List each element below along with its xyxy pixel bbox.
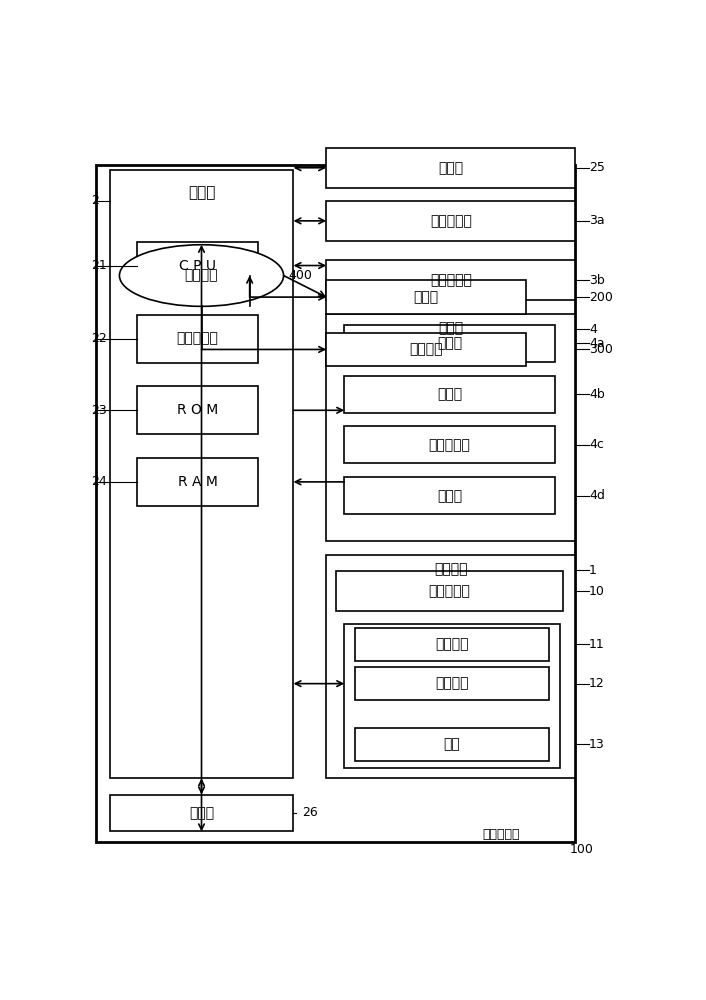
Bar — [345, 376, 555, 413]
Text: 10: 10 — [589, 585, 605, 598]
Text: 23: 23 — [91, 404, 107, 417]
Text: 4c: 4c — [589, 438, 604, 451]
Text: 26: 26 — [301, 806, 318, 820]
Text: 定影部: 定影部 — [437, 489, 462, 503]
Text: 21: 21 — [91, 259, 107, 272]
Bar — [110, 795, 294, 831]
Text: 原稿输送部: 原稿输送部 — [430, 214, 472, 228]
Text: 控制部: 控制部 — [188, 186, 215, 201]
Text: 传真装置: 传真装置 — [409, 342, 443, 356]
Bar — [335, 571, 563, 611]
Text: 12: 12 — [589, 677, 604, 690]
Bar — [326, 314, 575, 541]
Ellipse shape — [119, 245, 284, 306]
Text: 输送部: 输送部 — [437, 387, 462, 401]
Bar — [354, 728, 549, 761]
Text: 操作面板: 操作面板 — [434, 562, 467, 576]
Text: 13: 13 — [589, 738, 604, 751]
Bar — [138, 315, 258, 363]
Text: 11: 11 — [589, 638, 604, 651]
Text: 22: 22 — [91, 332, 107, 345]
Text: 300: 300 — [589, 343, 613, 356]
Text: 面板控制部: 面板控制部 — [428, 584, 470, 598]
Bar — [326, 201, 575, 241]
Text: 4: 4 — [589, 323, 597, 336]
Bar — [345, 624, 561, 768]
Text: 显示面板: 显示面板 — [435, 637, 469, 651]
Text: 4a: 4a — [589, 337, 604, 350]
Bar — [138, 242, 258, 289]
Text: 印刷部: 印刷部 — [438, 321, 463, 335]
Text: 1: 1 — [589, 564, 597, 577]
Text: 200: 200 — [589, 291, 613, 304]
Text: 3b: 3b — [589, 274, 604, 287]
Bar — [138, 386, 258, 434]
Text: 4b: 4b — [589, 388, 604, 401]
Text: 图像形成部: 图像形成部 — [429, 438, 471, 452]
Text: 计算机: 计算机 — [414, 290, 438, 304]
Text: 硬键: 硬键 — [443, 737, 460, 751]
Text: 图像读取部: 图像读取部 — [430, 273, 472, 287]
Bar — [326, 280, 526, 314]
Text: 2: 2 — [91, 194, 99, 207]
Text: 图像处理部: 图像处理部 — [176, 332, 219, 346]
Text: C P U: C P U — [179, 259, 216, 273]
Bar — [354, 628, 549, 661]
Text: R A M: R A M — [178, 475, 217, 489]
Text: 供纸部: 供纸部 — [437, 336, 462, 350]
Text: 通信部: 通信部 — [189, 806, 215, 820]
Text: 4d: 4d — [589, 489, 605, 502]
Text: 24: 24 — [91, 475, 107, 488]
Text: 触摸面板: 触摸面板 — [435, 677, 469, 691]
Bar — [326, 555, 575, 778]
Text: 400: 400 — [288, 269, 312, 282]
Text: R O M: R O M — [177, 403, 218, 417]
Bar — [326, 260, 575, 300]
Bar — [138, 458, 258, 506]
Text: 25: 25 — [589, 161, 605, 174]
Bar — [345, 426, 555, 463]
Bar — [326, 333, 526, 366]
Bar — [345, 477, 555, 514]
Text: 数码复合机: 数码复合机 — [482, 828, 520, 841]
Text: 100: 100 — [570, 843, 594, 856]
Bar — [345, 325, 555, 362]
Text: 存储器: 存储器 — [438, 161, 463, 175]
Bar — [110, 170, 294, 778]
Text: 3a: 3a — [589, 214, 604, 227]
Text: 通信网络: 通信网络 — [185, 269, 218, 283]
Bar — [326, 148, 575, 188]
Bar — [97, 165, 575, 842]
Bar — [354, 667, 549, 700]
